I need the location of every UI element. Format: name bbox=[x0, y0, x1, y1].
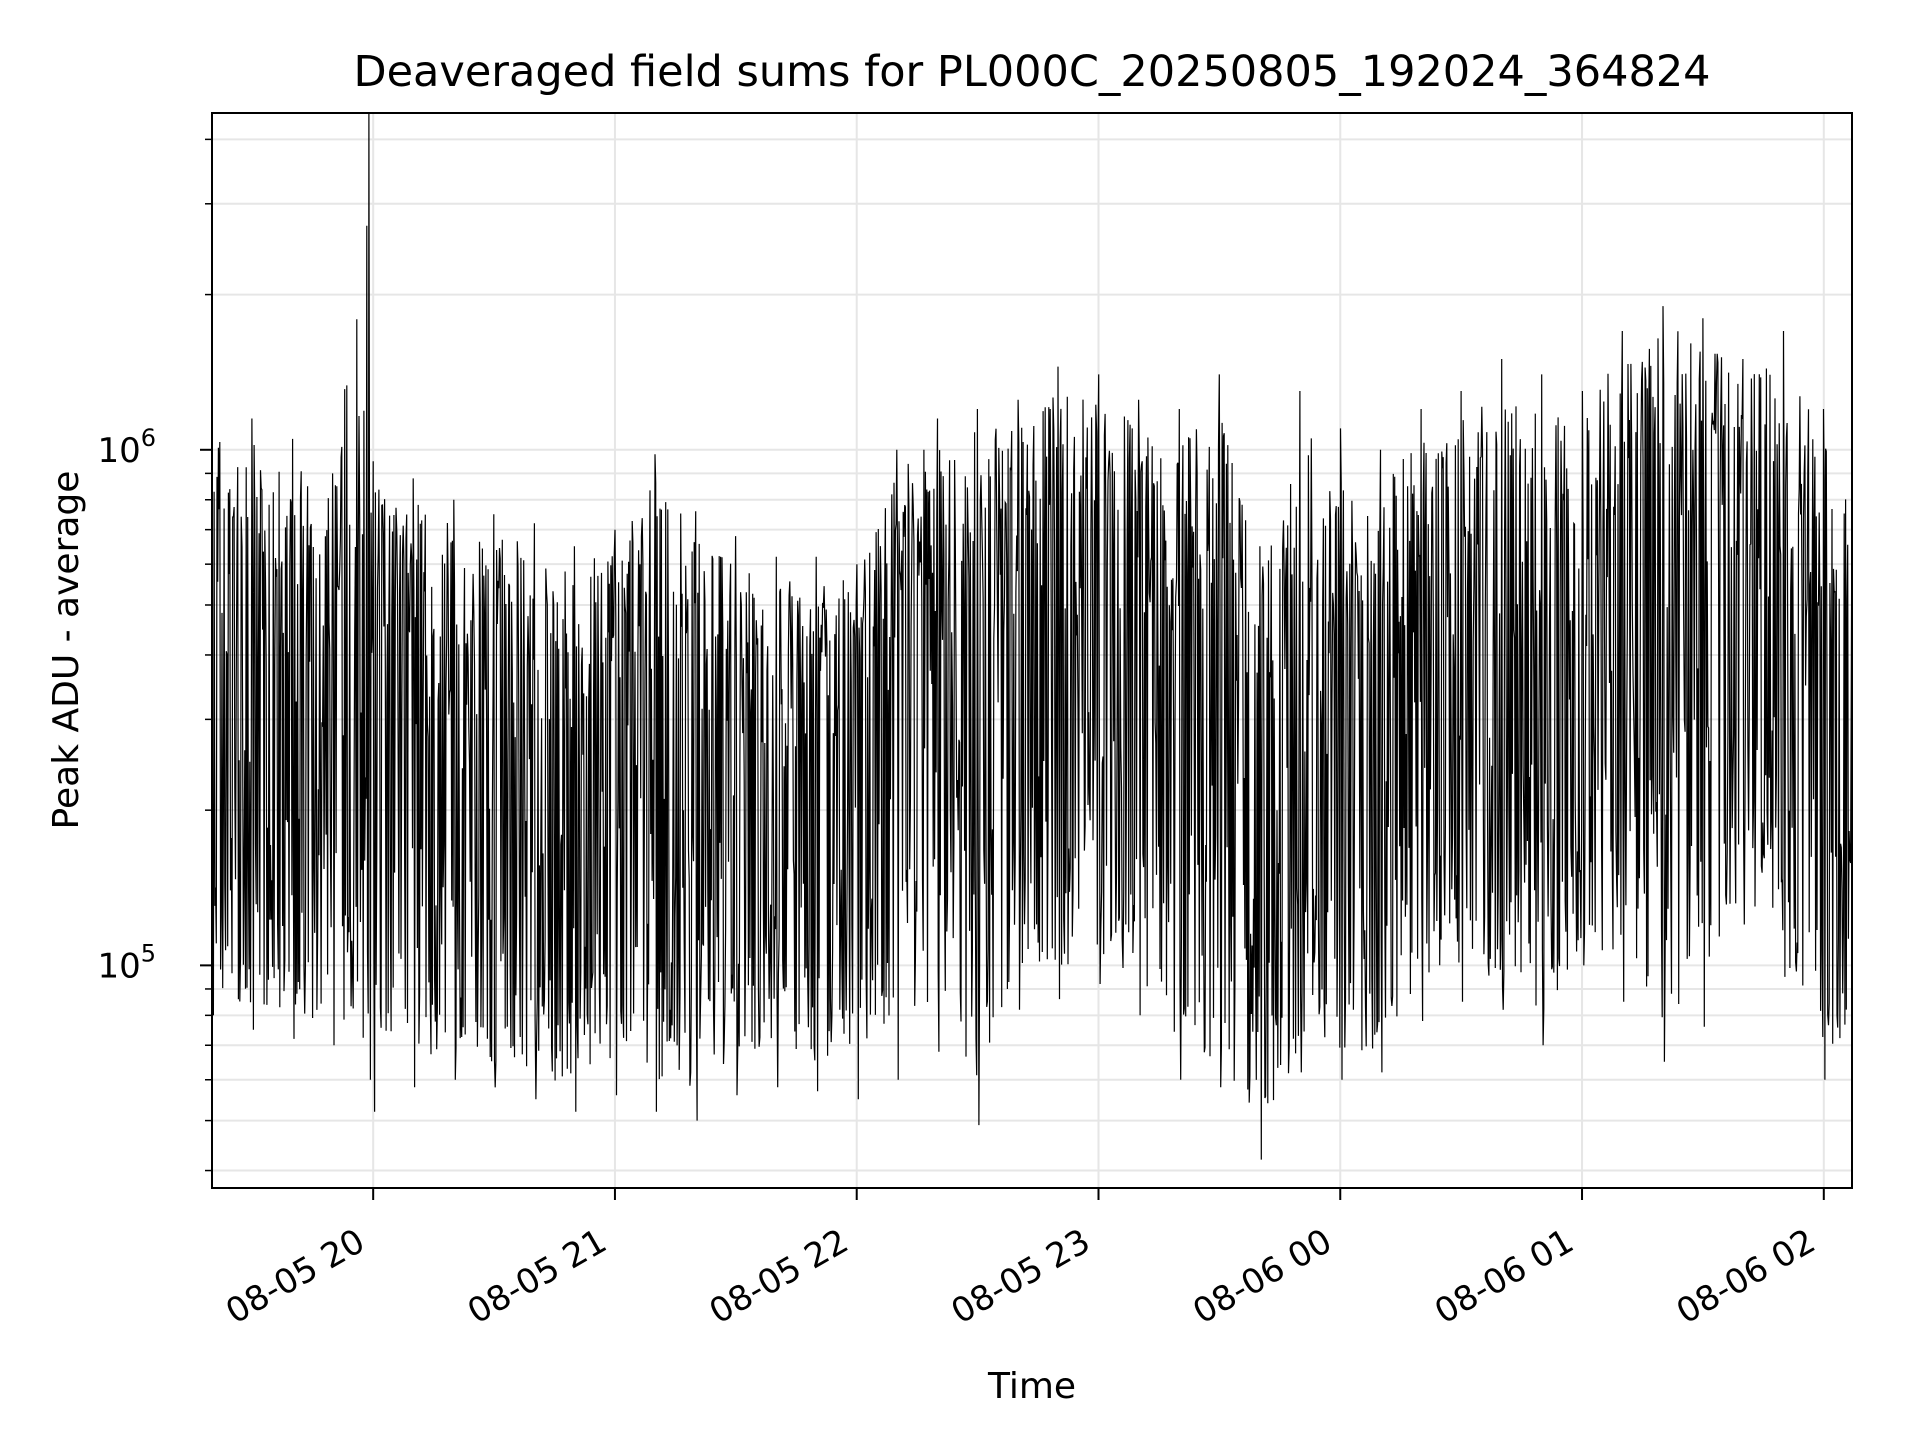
plot-frame bbox=[211, 112, 1853, 1189]
y-axis: 105 106 bbox=[97, 138, 212, 1172]
y-tick-label: 106 bbox=[97, 424, 156, 471]
y-axis-label: Peak ADU - average bbox=[46, 471, 87, 830]
series-line bbox=[211, 112, 1853, 1160]
y-tick-label: 105 bbox=[97, 939, 156, 986]
data-line-series bbox=[211, 112, 1853, 1160]
chart-title: Deaveraged field sums for PL000C_2025080… bbox=[353, 47, 1710, 97]
x-axis-label: Time bbox=[987, 1366, 1076, 1407]
